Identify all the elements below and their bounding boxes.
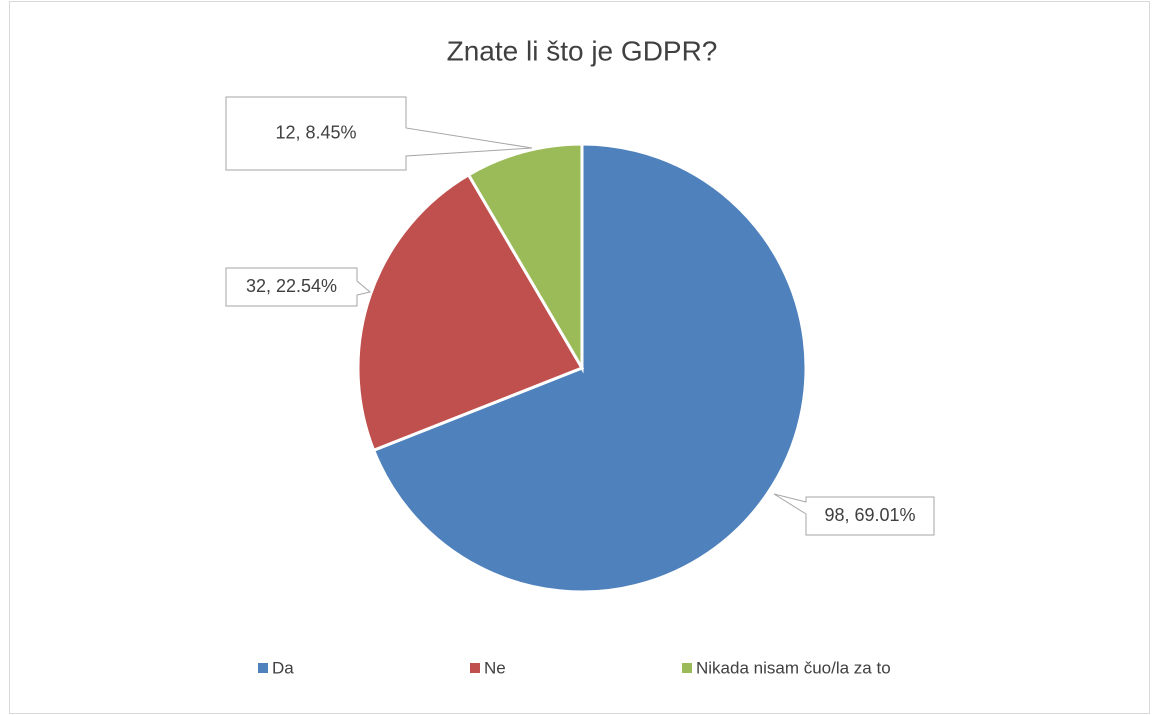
- data-label: 32, 22.54%: [246, 276, 337, 296]
- legend-swatch: [258, 663, 268, 673]
- data-label: 12, 8.45%: [275, 122, 356, 142]
- legend-swatch: [682, 663, 692, 673]
- pie-slice: [356, 172, 585, 453]
- chart-title: Znate li što je GDPR?: [447, 35, 718, 66]
- pie-slice: [466, 142, 584, 374]
- legend-label: Nikada nisam čuo/la za to: [696, 658, 891, 677]
- data-label-box: [773, 493, 935, 536]
- legend-label: Ne: [484, 658, 506, 677]
- data-label-box: [225, 267, 372, 307]
- legend-label: Da: [272, 658, 294, 677]
- data-label-box: [225, 96, 533, 171]
- legend-swatch: [470, 663, 480, 673]
- pie-slice: [371, 142, 808, 594]
- data-label: 98, 69.01%: [824, 505, 915, 525]
